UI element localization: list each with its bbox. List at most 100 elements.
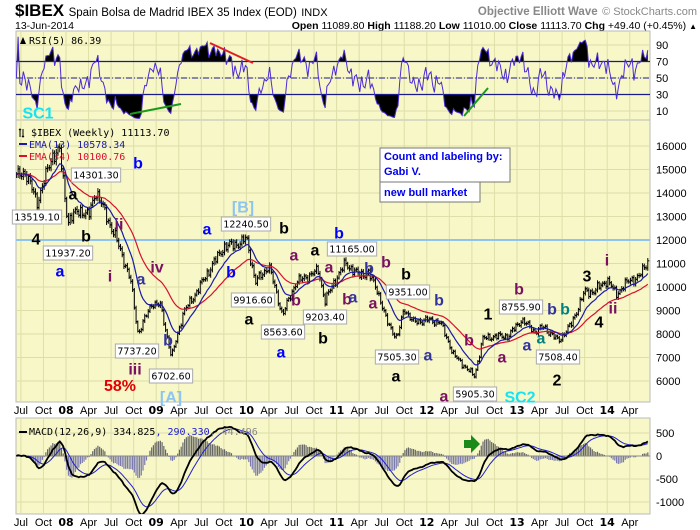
price-tick-label: 13000 [656, 212, 687, 224]
price-label: 7508.40 [538, 353, 577, 364]
macd-tick-label: 500 [656, 428, 674, 440]
green-arrow-icon [464, 435, 480, 453]
brand: Objective Elliott Wave [478, 6, 598, 18]
wave-label: a [69, 187, 78, 204]
x-tick-label: Jul [465, 405, 479, 417]
x-tick-label: Apr [170, 517, 187, 529]
wave-label: 58% [104, 378, 136, 395]
x-tick-label: Oct [576, 405, 593, 417]
x-tick-label: Oct [215, 517, 232, 529]
x-tick-label: Oct [305, 517, 322, 529]
price-label-background [326, 241, 378, 257]
x-tick-label: Jul [104, 517, 118, 529]
x-tick-label: 13 [509, 516, 524, 529]
wave-label: b [334, 226, 344, 243]
price-label: 7737.20 [117, 347, 156, 358]
price-label-background [260, 324, 306, 340]
exchange: INDX [301, 7, 328, 19]
price-label: 11937.20 [45, 249, 90, 260]
price-label: 5905.30 [455, 390, 494, 401]
wave-label: a [245, 312, 254, 329]
rsi-trendline-green [463, 87, 489, 117]
wave-label: a [56, 264, 65, 281]
wave-label: b [464, 333, 474, 350]
wave-label: b [381, 255, 391, 272]
price-label-background [498, 299, 544, 315]
price-label-background [535, 349, 581, 365]
macd-line [16, 425, 649, 514]
wave-label: b [226, 265, 236, 282]
title-line: $IBEX Spain Bolsa de Madrid IBEX 35 Inde… [15, 1, 328, 20]
price-label-background [374, 349, 420, 365]
x-tick-label: 09 [149, 516, 164, 529]
x-tick-label: Apr [80, 517, 97, 529]
axes: Jul Jul Oct Oct 08 08 Apr Apr Jul Jul Oct Oct 09 09 Ap… [14, 40, 687, 529]
wave-label: a [523, 338, 532, 355]
wave-label: b [279, 221, 289, 238]
x-tick-label: Apr [351, 405, 368, 417]
x-tick-label: Jul [465, 517, 479, 529]
price-tick-label: 8000 [656, 329, 680, 341]
x-tick-label: Jul [14, 517, 28, 529]
note-line-1: Count and labeling by: [384, 151, 503, 163]
x-tick-label: Apr [260, 405, 277, 417]
wave-label: SC1 [22, 105, 53, 122]
x-tick-label: Oct [396, 517, 413, 529]
rsi-legend-text: RSI(5) 86.39 [29, 36, 101, 47]
wave-label: b [318, 331, 328, 348]
price-tick-label: 12000 [656, 235, 687, 247]
x-tick-label: Oct [125, 517, 142, 529]
wave-label: a [349, 290, 358, 307]
rsi-trendline-green [129, 103, 182, 115]
x-tick-label: Apr [531, 405, 548, 417]
price-label-box: 6702.60 [148, 368, 194, 384]
price-label-box: 12240.50 [220, 216, 272, 232]
rsi-area-icon [20, 37, 26, 44]
price-tick-label: 16000 [656, 141, 687, 153]
price-tick-label: 10000 [656, 282, 687, 294]
open-label: Open [292, 20, 319, 32]
price-legend-text: $IBEX (Weekly) 11113.70 [31, 128, 169, 139]
macd-swatch [19, 431, 27, 433]
rsi-tick-label: 90 [656, 40, 668, 52]
x-tick-label: Apr [621, 405, 638, 417]
wave-label: b [163, 333, 173, 350]
wave-label: b [401, 267, 411, 284]
wave-label: b [291, 293, 301, 310]
wave-label: b [547, 302, 557, 319]
x-tick-label: Oct [576, 517, 593, 529]
x-tick-label: Jul [194, 405, 208, 417]
wave-label: b [342, 292, 352, 309]
wave-label: [B] [232, 199, 254, 216]
price-label: 14301.30 [73, 171, 118, 182]
ema13-legend: EMA(13) 10578.34 [29, 140, 125, 151]
price-label: 11165.00 [329, 245, 374, 256]
rsi-plot [16, 36, 650, 119]
x-tick-label: Apr [260, 517, 277, 529]
x-tick-label: Jul [194, 517, 208, 529]
x-tick-label: Apr [170, 405, 187, 417]
price-label-box: 7508.40 [535, 349, 581, 365]
wave-label: a [137, 272, 146, 289]
price-tick-label: 7000 [656, 353, 680, 365]
price-label-background [220, 216, 272, 232]
x-tick-label: Oct [35, 517, 52, 529]
price-label-box: 11165.00 [326, 241, 378, 257]
wave-label: a [325, 260, 334, 277]
copyright: © StockCharts.com [602, 6, 697, 18]
x-tick-label: 08 [58, 404, 73, 417]
wave-label: i [605, 253, 609, 270]
x-tick-label: Jul [375, 405, 389, 417]
chart-date: 13-Jun-2014 [15, 20, 74, 32]
x-tick-label: Jul [14, 405, 28, 417]
signal-value: , 290.330 [155, 427, 209, 438]
note-box-credit: Count and labeling by: Gabi V. [379, 147, 511, 183]
close-label: Close [509, 20, 538, 32]
high-label: High [367, 20, 390, 32]
rsi-legend: RSI(5) 86.39 [20, 36, 101, 47]
wave-label: SC2 [504, 389, 535, 406]
chg-label: Chg [585, 20, 605, 32]
x-tick-label: Apr [621, 517, 638, 529]
wave-label: 4 [32, 231, 41, 248]
